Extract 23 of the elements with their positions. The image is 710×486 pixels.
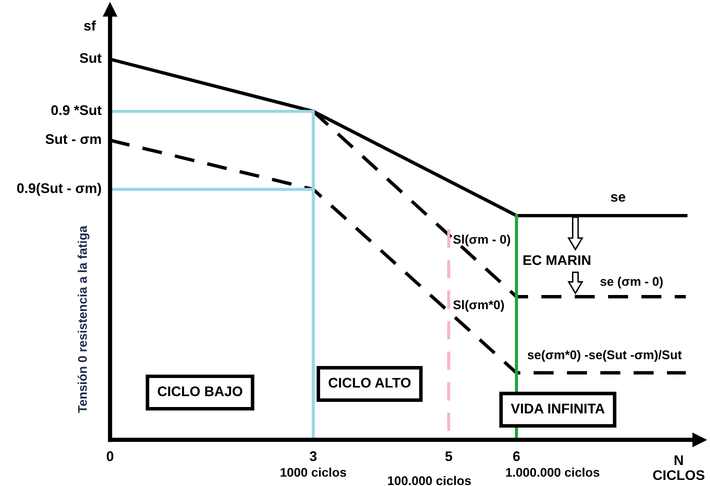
annotation: 0.9 *Sut	[51, 105, 102, 116]
annotation: Sut - σm	[46, 134, 101, 144]
y-axis-title: Tensión 0 resistencia a la fatiga	[78, 226, 90, 413]
annotation: se (σm - 0)	[600, 276, 663, 288]
annotation: 0.9(Sut - σm)	[17, 182, 102, 196]
annotation: se	[610, 194, 626, 202]
annotation: se(σm*0) -se(Sut -σm)/Sut	[528, 350, 682, 362]
annotation: EC MARIN	[523, 255, 590, 266]
x-tick-label: 6	[513, 451, 520, 462]
annotation: CICLO BAJO	[158, 386, 242, 396]
text: sf	[84, 20, 96, 31]
annotation: Sut	[80, 53, 102, 63]
annotation: 1000 ciclos	[280, 468, 346, 477]
annotation: 1.000.000 ciclos	[506, 468, 600, 477]
annotation: 100.000 ciclos	[388, 476, 471, 486]
annotation: CICLO ALTO	[328, 378, 411, 388]
x-tick-label: 3	[310, 451, 317, 462]
annotation: VIDA INFINITA	[510, 404, 605, 414]
annotation: Sl(σm - 0)	[453, 234, 510, 246]
x-tick-label: 0	[106, 451, 114, 462]
x-tick-label: 5	[445, 451, 452, 462]
annotation: Sl(σm*0)	[453, 300, 504, 312]
x-axis-title: N CICLOS	[653, 455, 704, 480]
